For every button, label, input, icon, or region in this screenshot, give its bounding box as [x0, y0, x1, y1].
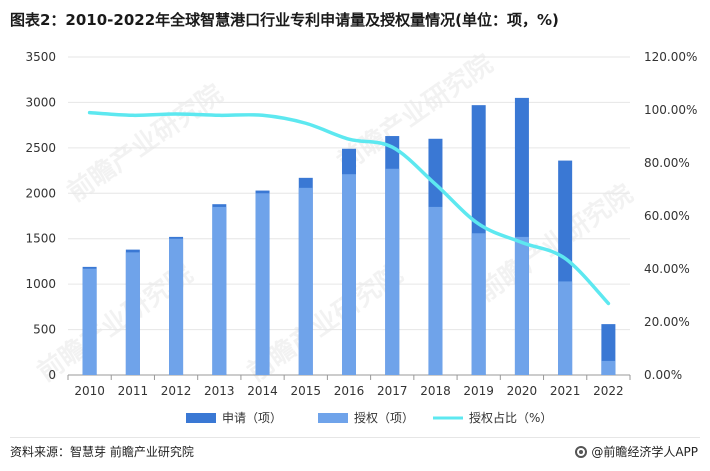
x-tick-label: 2010: [74, 384, 105, 398]
bar-grant: [558, 281, 573, 375]
legend-swatch: [318, 413, 348, 423]
y-right-tick-label: 20.00%: [644, 315, 690, 329]
y-left-tick-label: 3500: [25, 50, 56, 64]
x-tick-label: 2020: [507, 384, 538, 398]
x-tick-label: 2012: [161, 384, 192, 398]
bar-grant: [471, 233, 486, 375]
brand-icon: [575, 445, 588, 458]
y-left-tick-label: 2000: [25, 186, 56, 200]
bar-grant: [212, 206, 227, 375]
chart-title: 图表2：2010-2022年全球智慧港口行业专利申请量及授权量情况(单位：项，%…: [10, 11, 559, 29]
x-tick-label: 2015: [290, 384, 321, 398]
bar-grant: [514, 236, 529, 375]
legend-label: 申请（项）: [222, 411, 282, 425]
footer: 资料来源：智慧芽 前瞻产业研究院 @前瞻经济学人APP: [10, 443, 698, 460]
x-tick-label: 2016: [334, 384, 365, 398]
bar-grant: [169, 238, 184, 375]
x-tick-label: 2018: [420, 384, 451, 398]
legend-label: 授权占比（%）: [469, 410, 552, 425]
y-left-tick-label: 500: [33, 323, 56, 337]
x-tick-label: 2017: [377, 384, 408, 398]
y-right-tick-label: 40.00%: [644, 262, 690, 276]
bar-grant: [601, 360, 616, 375]
y-left-tick-label: 0: [48, 368, 56, 382]
source-note: 资料来源：智慧芽 前瞻产业研究院: [10, 445, 194, 459]
bar-grant: [385, 168, 400, 375]
x-tick-label: 2022: [593, 384, 624, 398]
bar-grant: [298, 187, 313, 375]
y-left-tick-label: 1500: [25, 232, 56, 246]
legend-swatch: [186, 413, 216, 423]
y-right-tick-label: 120.00%: [644, 50, 697, 64]
watermark-text: 前瞻产业研究院: [472, 178, 639, 308]
x-tick-label: 2011: [118, 384, 149, 398]
watermark-text: 前瞻产业研究院: [62, 78, 229, 208]
y-right-tick-label: 0.00%: [644, 368, 682, 382]
bar-grant: [82, 268, 97, 375]
y-left-tick-label: 3000: [25, 95, 56, 109]
y-left-tick-label: 1000: [25, 277, 56, 291]
bar-grant: [428, 206, 443, 375]
bar-grant: [342, 174, 356, 375]
y-right-tick-label: 100.00%: [644, 103, 697, 117]
x-tick-label: 2021: [550, 384, 581, 398]
x-tick-label: 2014: [247, 384, 278, 398]
y-right-tick-label: 60.00%: [644, 209, 690, 223]
x-tick-label: 2019: [463, 384, 494, 398]
brand-text: @前瞻经济学人APP: [591, 445, 698, 459]
brand-logo: @前瞻经济学人APP: [575, 443, 698, 460]
bar-grant: [125, 252, 140, 375]
x-tick-label: 2013: [204, 384, 235, 398]
bar-grant: [255, 193, 270, 375]
legend-label: 授权（项）: [354, 410, 414, 425]
footer-divider: [10, 437, 700, 438]
y-left-tick-label: 2500: [25, 141, 56, 155]
y-right-tick-label: 80.00%: [644, 156, 690, 170]
